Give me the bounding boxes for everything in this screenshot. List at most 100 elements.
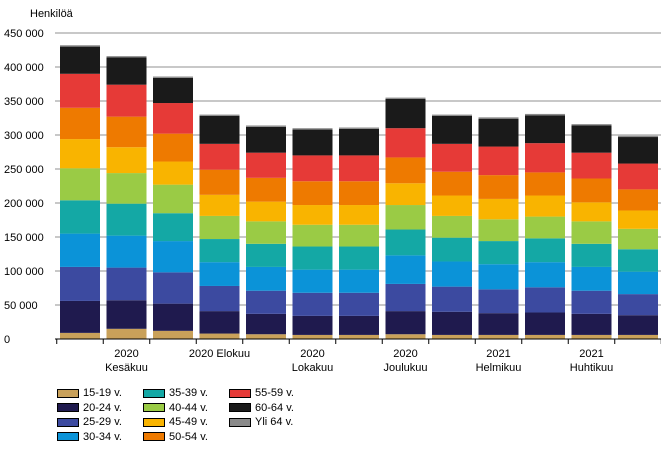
y-tick-label: 0 — [4, 334, 10, 346]
bar-segment — [478, 289, 519, 314]
bar-segment — [478, 175, 519, 199]
bar-segment — [60, 45, 100, 47]
bar-segment — [246, 221, 286, 244]
bar-stack — [618, 135, 658, 339]
bar-segment — [60, 266, 100, 301]
legend-swatch — [229, 388, 251, 398]
y-tick-label: 100 000 — [4, 266, 44, 278]
bar-stack — [432, 114, 472, 339]
x-tick-label: Lokakuu — [292, 362, 334, 374]
legend-item: 50-54 v. — [143, 431, 208, 444]
bar-segment — [106, 56, 147, 58]
bar-segment — [432, 311, 472, 335]
legend-item: 60-64 v. — [229, 402, 294, 415]
bar-segment — [106, 147, 147, 174]
legend-label: 35-39 v. — [169, 387, 208, 400]
y-tick-label: 50 000 — [4, 300, 38, 312]
bar-stack — [246, 125, 286, 339]
bar-segment — [153, 184, 193, 214]
bar-segment — [571, 266, 612, 291]
bar-segment — [339, 292, 379, 316]
bar-segment — [478, 334, 519, 339]
legend-item: 55-59 v. — [229, 387, 294, 400]
bar-segment — [292, 269, 333, 293]
bar-stack — [292, 128, 333, 339]
bar-segment — [385, 283, 426, 312]
bar-segment — [478, 219, 519, 242]
bar-segment — [292, 205, 333, 225]
bar-segment — [525, 143, 565, 173]
bar-segment — [246, 243, 286, 267]
legend-label: 25-29 v. — [83, 416, 122, 429]
bar-segment — [478, 313, 519, 335]
bar-segment — [339, 205, 379, 225]
legend-swatch — [57, 388, 79, 398]
bar-segment — [153, 330, 193, 339]
bar-segment — [478, 146, 519, 176]
bar-segment — [199, 115, 240, 144]
bar-segment — [246, 125, 286, 127]
bar-segment — [60, 300, 100, 333]
legend-item: 35-39 v. — [143, 387, 208, 400]
legend-label: 15-19 v. — [83, 387, 122, 400]
bar-segment — [339, 155, 379, 182]
bar-segment — [432, 143, 472, 172]
bar-segment — [525, 238, 565, 263]
bar-segment — [432, 215, 472, 238]
bar-segment — [618, 189, 658, 211]
bar-segment — [199, 169, 240, 195]
bar-segment — [153, 272, 193, 304]
bar-segment — [60, 168, 100, 201]
bar-stack — [385, 97, 426, 339]
legend-label: 60-64 v. — [255, 401, 294, 414]
bar-segment — [385, 157, 426, 184]
bar-segment — [153, 133, 193, 162]
x-tick-label: Kesäkuu — [105, 362, 148, 374]
y-tick-label: 250 000 — [4, 164, 44, 176]
bar-segment — [199, 194, 240, 216]
bar-segment — [292, 128, 333, 130]
bar-segment — [478, 241, 519, 265]
bar-segment — [199, 239, 240, 263]
bar-segment — [246, 177, 286, 202]
bar-segment — [571, 178, 612, 203]
bar-segment — [60, 139, 100, 169]
bar-segment — [432, 115, 472, 144]
bar-stack — [339, 127, 379, 339]
bar-segment — [60, 233, 100, 267]
bar-segment — [618, 228, 658, 250]
legend-label: 30-34 v. — [83, 430, 122, 443]
bar-segment — [525, 195, 565, 217]
bar-segment — [153, 103, 193, 134]
legend-item: 45-49 v. — [143, 416, 208, 429]
bar-segment — [153, 76, 193, 78]
bar-segment — [525, 216, 565, 239]
legend-swatch — [143, 417, 165, 427]
x-tick-label: Helmikuu — [476, 362, 522, 374]
legend-item: 40-44 v. — [143, 402, 208, 415]
bar-segment — [153, 241, 193, 273]
bar-segment — [292, 181, 333, 206]
x-tick-label: 2020 — [114, 348, 138, 360]
bar-segment — [571, 243, 612, 267]
bar-segment — [199, 311, 240, 334]
bar-segment — [571, 290, 612, 314]
x-tick-label: Joulukuu — [383, 362, 427, 374]
bar-segment — [571, 334, 612, 339]
bar-segment — [478, 118, 519, 147]
bar-segment — [106, 173, 147, 204]
legend: 15-19 v. 20-24 v. 25-29 v. 30-34 v. 35-39 v.… — [57, 387, 357, 449]
bar-segment — [385, 205, 426, 230]
bar-stack — [478, 117, 519, 339]
bar-segment — [339, 127, 379, 129]
bar-segment — [432, 237, 472, 262]
bar-segment — [525, 334, 565, 339]
bar-stack — [571, 124, 612, 339]
bar-segment — [571, 125, 612, 153]
bar-segment — [571, 221, 612, 244]
bar-segment — [478, 264, 519, 290]
bar-segment — [432, 171, 472, 196]
x-tick-label: Huhtikuu — [570, 362, 613, 374]
bar-segment — [432, 334, 472, 339]
bar-segment — [246, 334, 286, 339]
